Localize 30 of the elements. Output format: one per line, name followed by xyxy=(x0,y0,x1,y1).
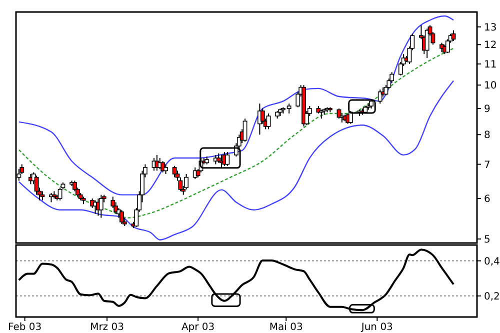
candlestick xyxy=(216,152,221,164)
line-series xyxy=(18,48,454,218)
x-tick-label: Apr 03 xyxy=(181,322,215,333)
candlestick xyxy=(98,194,104,218)
y-tick-label: 10 xyxy=(484,80,497,92)
y-tick-label: 9 xyxy=(484,104,490,115)
y-tick-label: 0,2 xyxy=(484,291,500,302)
candlestick xyxy=(120,209,124,224)
y-tick-label: 6 xyxy=(484,194,490,205)
candlestick xyxy=(164,164,168,174)
candlestick xyxy=(40,190,45,201)
line-series xyxy=(18,80,454,240)
candlestick xyxy=(348,110,353,124)
candlestick xyxy=(242,118,248,142)
x-tick-label: Mai 03 xyxy=(269,322,303,333)
x-tick-label: Jun 03 xyxy=(360,322,393,333)
y-tick-label: 5 xyxy=(484,234,490,246)
candlestick xyxy=(225,151,230,166)
candlestick xyxy=(451,30,456,42)
y-tick-label: 12 xyxy=(484,40,497,52)
candlestick xyxy=(175,170,180,182)
candlestick xyxy=(172,165,177,178)
candlestick xyxy=(378,89,382,104)
y-tick-label: 7 xyxy=(484,160,490,171)
y-tick-label: 8 xyxy=(484,130,490,142)
y-tick-label: 0,4 xyxy=(484,256,500,268)
y-tick-label: 13 xyxy=(484,22,497,34)
y-tick-label: 11 xyxy=(484,59,497,70)
x-tick-label: Feb 03 xyxy=(8,322,42,333)
x-tick-label: Mrz 03 xyxy=(90,322,124,333)
